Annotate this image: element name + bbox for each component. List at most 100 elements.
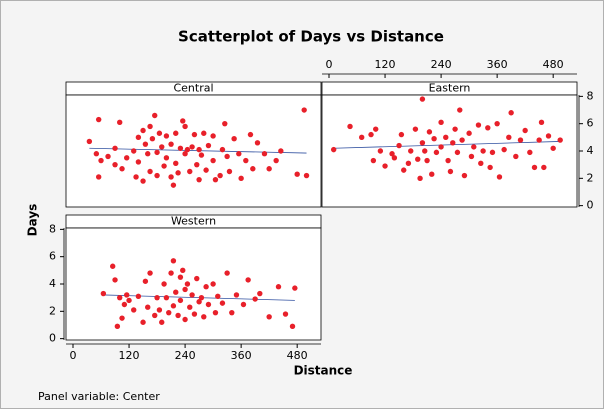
point (205, 301, 212, 308)
point (161, 281, 167, 287)
point (187, 168, 193, 175)
point (541, 164, 547, 171)
point (273, 157, 279, 164)
point (189, 292, 195, 298)
point (431, 136, 437, 142)
point (368, 131, 374, 138)
panel-label: Eastern (429, 82, 471, 95)
point (480, 148, 486, 154)
point (438, 144, 444, 150)
point (170, 303, 177, 309)
point (219, 300, 226, 306)
x-tick-label: 480 (543, 58, 564, 71)
panel (65, 227, 322, 341)
point (140, 178, 146, 184)
point (275, 284, 282, 290)
point (95, 174, 102, 180)
point (180, 267, 186, 274)
point (210, 157, 216, 164)
point (261, 151, 268, 157)
point (203, 284, 209, 290)
point (119, 166, 125, 172)
point (247, 131, 254, 138)
point (429, 171, 435, 177)
point (124, 155, 130, 161)
point (438, 119, 444, 126)
point (536, 137, 542, 143)
point (100, 290, 107, 297)
point (419, 96, 426, 102)
point (412, 126, 419, 132)
point (112, 145, 118, 151)
point (182, 151, 188, 157)
point (212, 176, 219, 183)
point (224, 270, 230, 276)
x-tick-label: 120 (119, 349, 140, 362)
point (538, 119, 545, 126)
point (124, 292, 130, 298)
point (194, 161, 200, 168)
x-tick-label: 360 (487, 58, 508, 71)
point (119, 315, 125, 321)
point (210, 133, 216, 139)
point (217, 172, 223, 179)
point (475, 122, 482, 128)
point (233, 292, 240, 298)
point (110, 263, 116, 269)
point (135, 134, 142, 141)
point (401, 167, 407, 173)
y-tick-label: 2 (587, 171, 594, 184)
point (152, 312, 158, 319)
y-tick-label: 8 (587, 89, 594, 102)
point (433, 149, 440, 156)
point (159, 319, 165, 325)
point (289, 323, 296, 330)
point (471, 144, 477, 150)
point (278, 148, 284, 154)
point (389, 151, 395, 157)
point (145, 304, 151, 310)
point (478, 160, 484, 166)
point (177, 145, 184, 151)
point (257, 290, 263, 297)
point (98, 157, 104, 164)
point (86, 138, 93, 145)
point (517, 137, 524, 143)
point (215, 293, 221, 299)
point (177, 274, 184, 280)
point (147, 270, 153, 276)
point (254, 140, 261, 146)
point (168, 270, 174, 276)
point (114, 323, 121, 330)
point (210, 281, 216, 287)
point (205, 142, 212, 149)
point (454, 149, 461, 156)
y-tick-label: 4 (587, 144, 594, 157)
point (173, 130, 179, 136)
y-tick-label: 2 (49, 304, 56, 317)
point (131, 307, 137, 313)
x-tick-label: 120 (375, 58, 396, 71)
point (173, 160, 179, 166)
point (135, 159, 142, 165)
point (303, 172, 310, 179)
point (557, 137, 563, 143)
y-tick-label: 8 (49, 222, 56, 235)
point (177, 297, 184, 304)
point (422, 148, 428, 154)
point (452, 126, 458, 132)
point (373, 126, 379, 132)
point (194, 275, 200, 282)
point (226, 168, 233, 175)
point (424, 157, 430, 164)
point (154, 294, 160, 301)
point (147, 168, 153, 175)
y-tick-label: 6 (587, 117, 594, 130)
x-tick-label: 480 (287, 349, 308, 362)
point (415, 156, 421, 162)
point (184, 281, 191, 287)
point (135, 293, 142, 299)
y-tick-label: 4 (49, 277, 56, 290)
point (152, 112, 158, 119)
point (250, 166, 256, 172)
